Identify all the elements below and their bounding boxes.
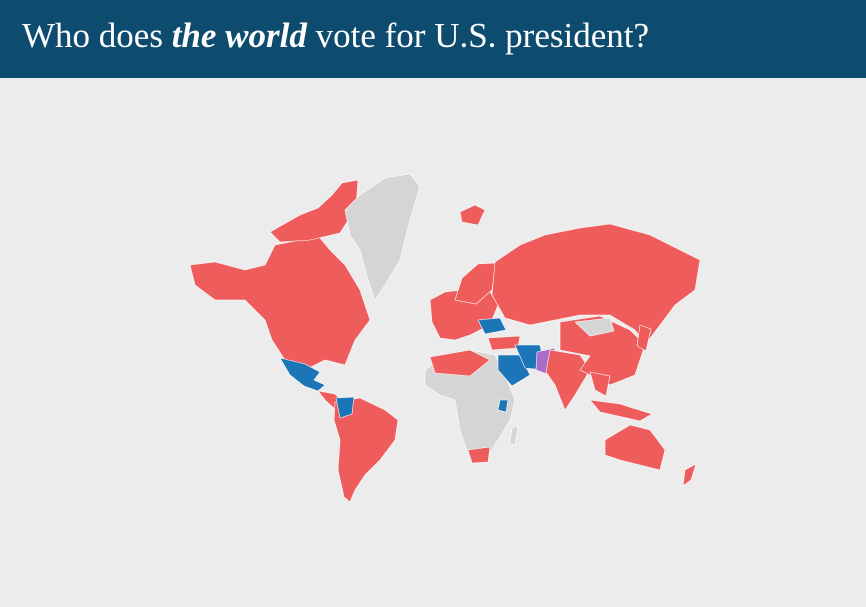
madagascar — [509, 425, 519, 446]
world-map — [189, 173, 701, 503]
colombia — [335, 396, 355, 419]
greenland — [344, 173, 421, 301]
africa — [424, 349, 516, 461]
title-emphasis: the world — [171, 16, 307, 55]
ukraine — [477, 317, 507, 335]
south-africa — [467, 446, 491, 464]
new-zealand — [682, 463, 697, 487]
south-america — [333, 397, 399, 503]
southeast-asia — [589, 371, 611, 397]
indonesia — [589, 399, 653, 422]
mongolia — [574, 317, 615, 337]
japan — [636, 324, 652, 352]
mexico — [279, 357, 326, 392]
arctic-islands — [269, 179, 359, 243]
north-america — [189, 231, 371, 371]
iceland — [459, 204, 486, 226]
header: Who does the world vote for U.S. preside… — [0, 0, 866, 78]
india — [545, 349, 591, 411]
australia — [604, 424, 666, 471]
saudi-arabia — [497, 354, 531, 387]
north-africa — [429, 349, 491, 377]
title-text: Who does — [22, 16, 172, 55]
kenya — [497, 399, 509, 413]
title-text: vote for U.S. president? — [306, 16, 650, 55]
russia — [491, 223, 701, 346]
china — [559, 315, 646, 386]
turkey — [487, 335, 521, 351]
